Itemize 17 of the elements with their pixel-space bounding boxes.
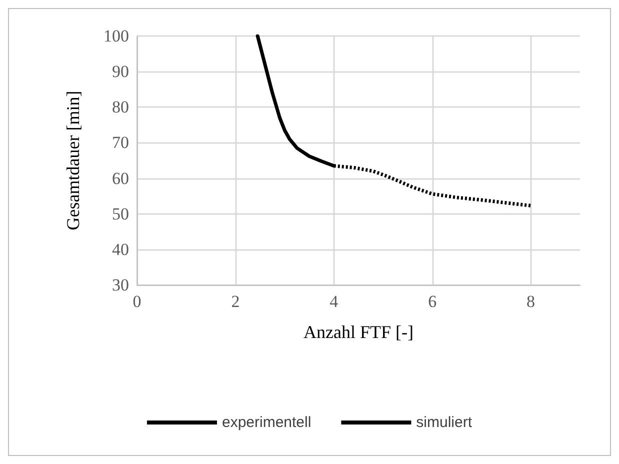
y-tick-label: 30 [112,276,129,294]
y-axis-title: Gesamtdauer [min] [63,90,83,230]
y-tick-label: 70 [112,133,129,152]
y-tick-label: 100 [104,26,129,46]
x-tick-label: 2 [231,292,240,311]
y-tick-label: 90 [112,62,129,82]
x-axis-title: Anzahl FTF [-] [304,322,414,342]
legend-label: simuliert [416,414,473,431]
y-tick-label: 40 [112,240,129,259]
x-tick-label: 4 [330,292,339,311]
y-tick-label: 60 [112,168,129,188]
x-tick-label: 6 [428,292,437,311]
y-tick-label: 50 [112,204,129,224]
x-tick-label: 0 [132,292,142,311]
legend-label: experimentell [222,414,312,431]
x-tick-label: 8 [526,292,536,311]
y-tick-label: 80 [112,98,129,117]
